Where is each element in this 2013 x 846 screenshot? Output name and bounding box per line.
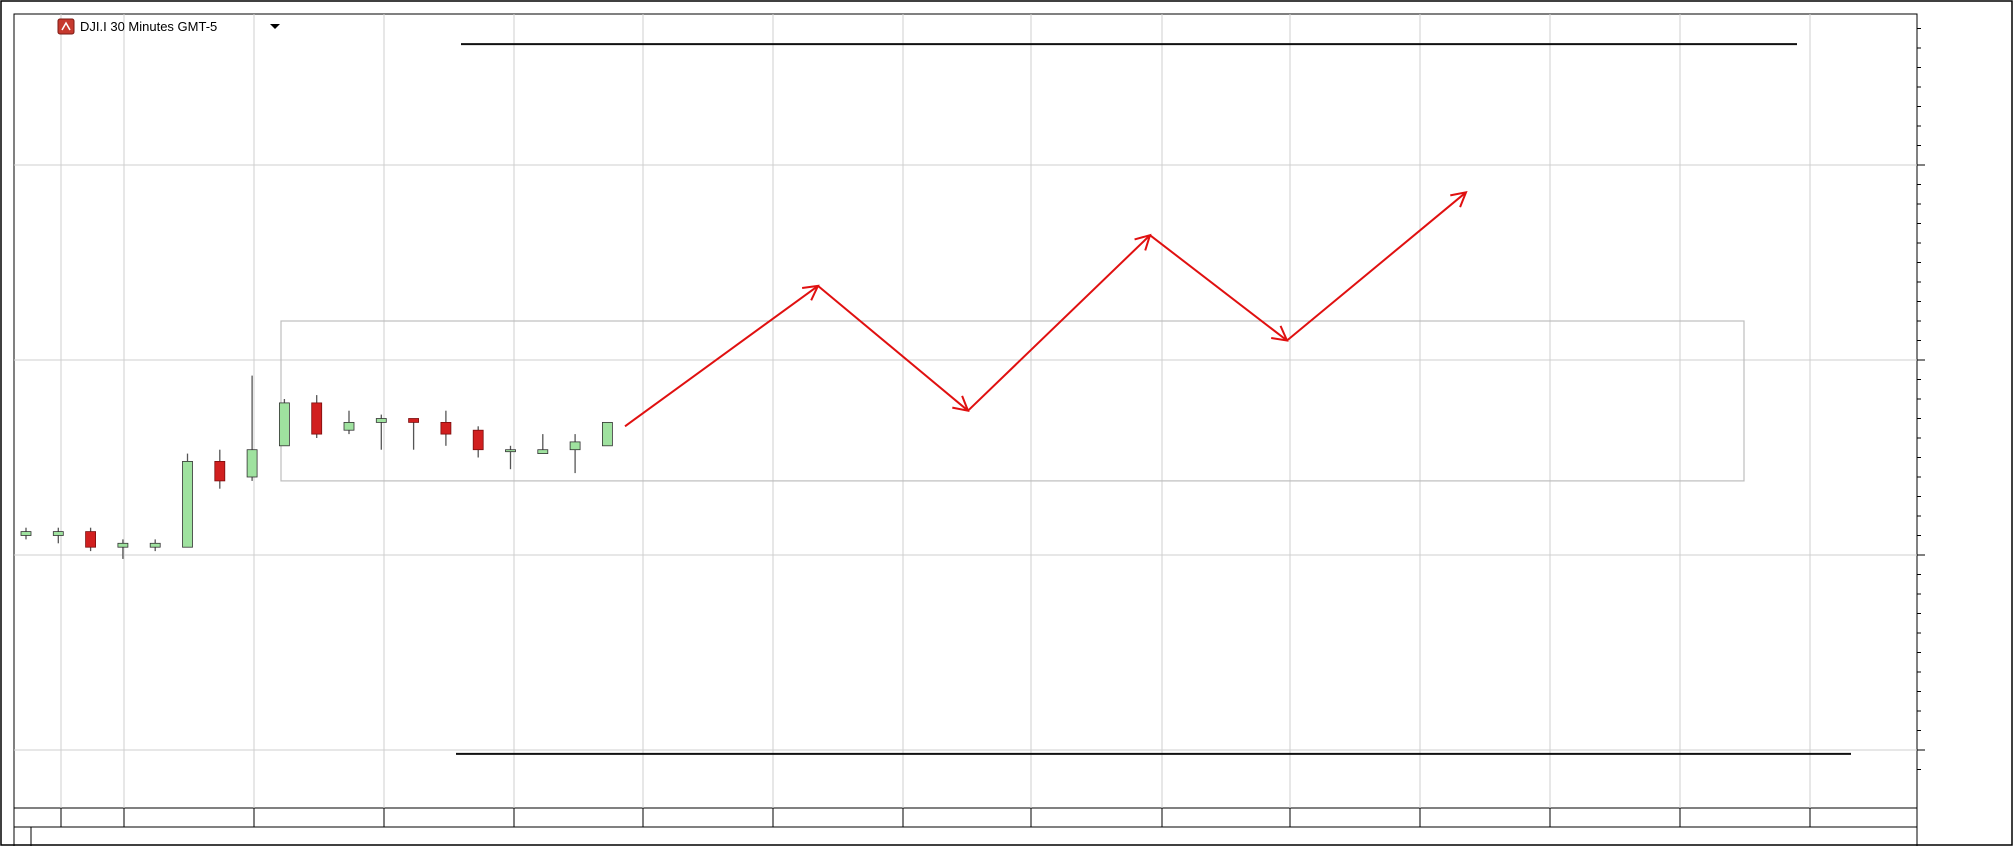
arrow-segment bbox=[817, 285, 969, 412]
projection-arrows bbox=[624, 190, 1468, 428]
zone-box bbox=[280, 320, 1745, 482]
symbol-label: DJI.I 30 Minutes GMT-5 bbox=[80, 19, 217, 34]
candle-down bbox=[214, 460, 226, 482]
candle-down bbox=[311, 402, 323, 435]
candle-down bbox=[408, 418, 420, 423]
candle-up bbox=[602, 421, 613, 447]
accumulation-zone bbox=[280, 320, 1745, 482]
symbol-icon bbox=[57, 18, 75, 35]
arrow-head bbox=[1450, 190, 1468, 208]
candle-up bbox=[117, 542, 129, 548]
candle-up bbox=[537, 449, 549, 455]
x-axis-labels bbox=[30, 808, 1811, 846]
candle-up bbox=[375, 418, 387, 423]
candle-down bbox=[85, 531, 96, 548]
candle-down bbox=[472, 429, 484, 451]
plot-frame bbox=[13, 13, 1918, 809]
candle-up bbox=[182, 460, 193, 548]
candle-up bbox=[343, 421, 355, 431]
symbol-icon-mark bbox=[61, 21, 71, 31]
candle-up bbox=[246, 449, 258, 478]
candle-up bbox=[278, 402, 290, 447]
y-axis-labels bbox=[1917, 28, 1925, 770]
arrow-segment bbox=[624, 285, 819, 428]
candle-down bbox=[440, 421, 452, 435]
candle-up bbox=[569, 441, 581, 451]
arrow-segment bbox=[967, 234, 1151, 412]
candle-up bbox=[20, 531, 32, 536]
grid-lines bbox=[14, 14, 1917, 808]
arrow-segment bbox=[1286, 191, 1467, 342]
candle-up bbox=[505, 449, 516, 453]
candles bbox=[20, 375, 613, 559]
candle-up bbox=[149, 542, 161, 548]
arrow-segment bbox=[1149, 234, 1288, 342]
candle-up bbox=[52, 531, 64, 536]
price-levels bbox=[456, 43, 1851, 755]
triangle-down-icon[interactable] bbox=[270, 24, 280, 29]
symbol-selector[interactable]: DJI.I 30 Minutes GMT-5 bbox=[57, 18, 280, 35]
